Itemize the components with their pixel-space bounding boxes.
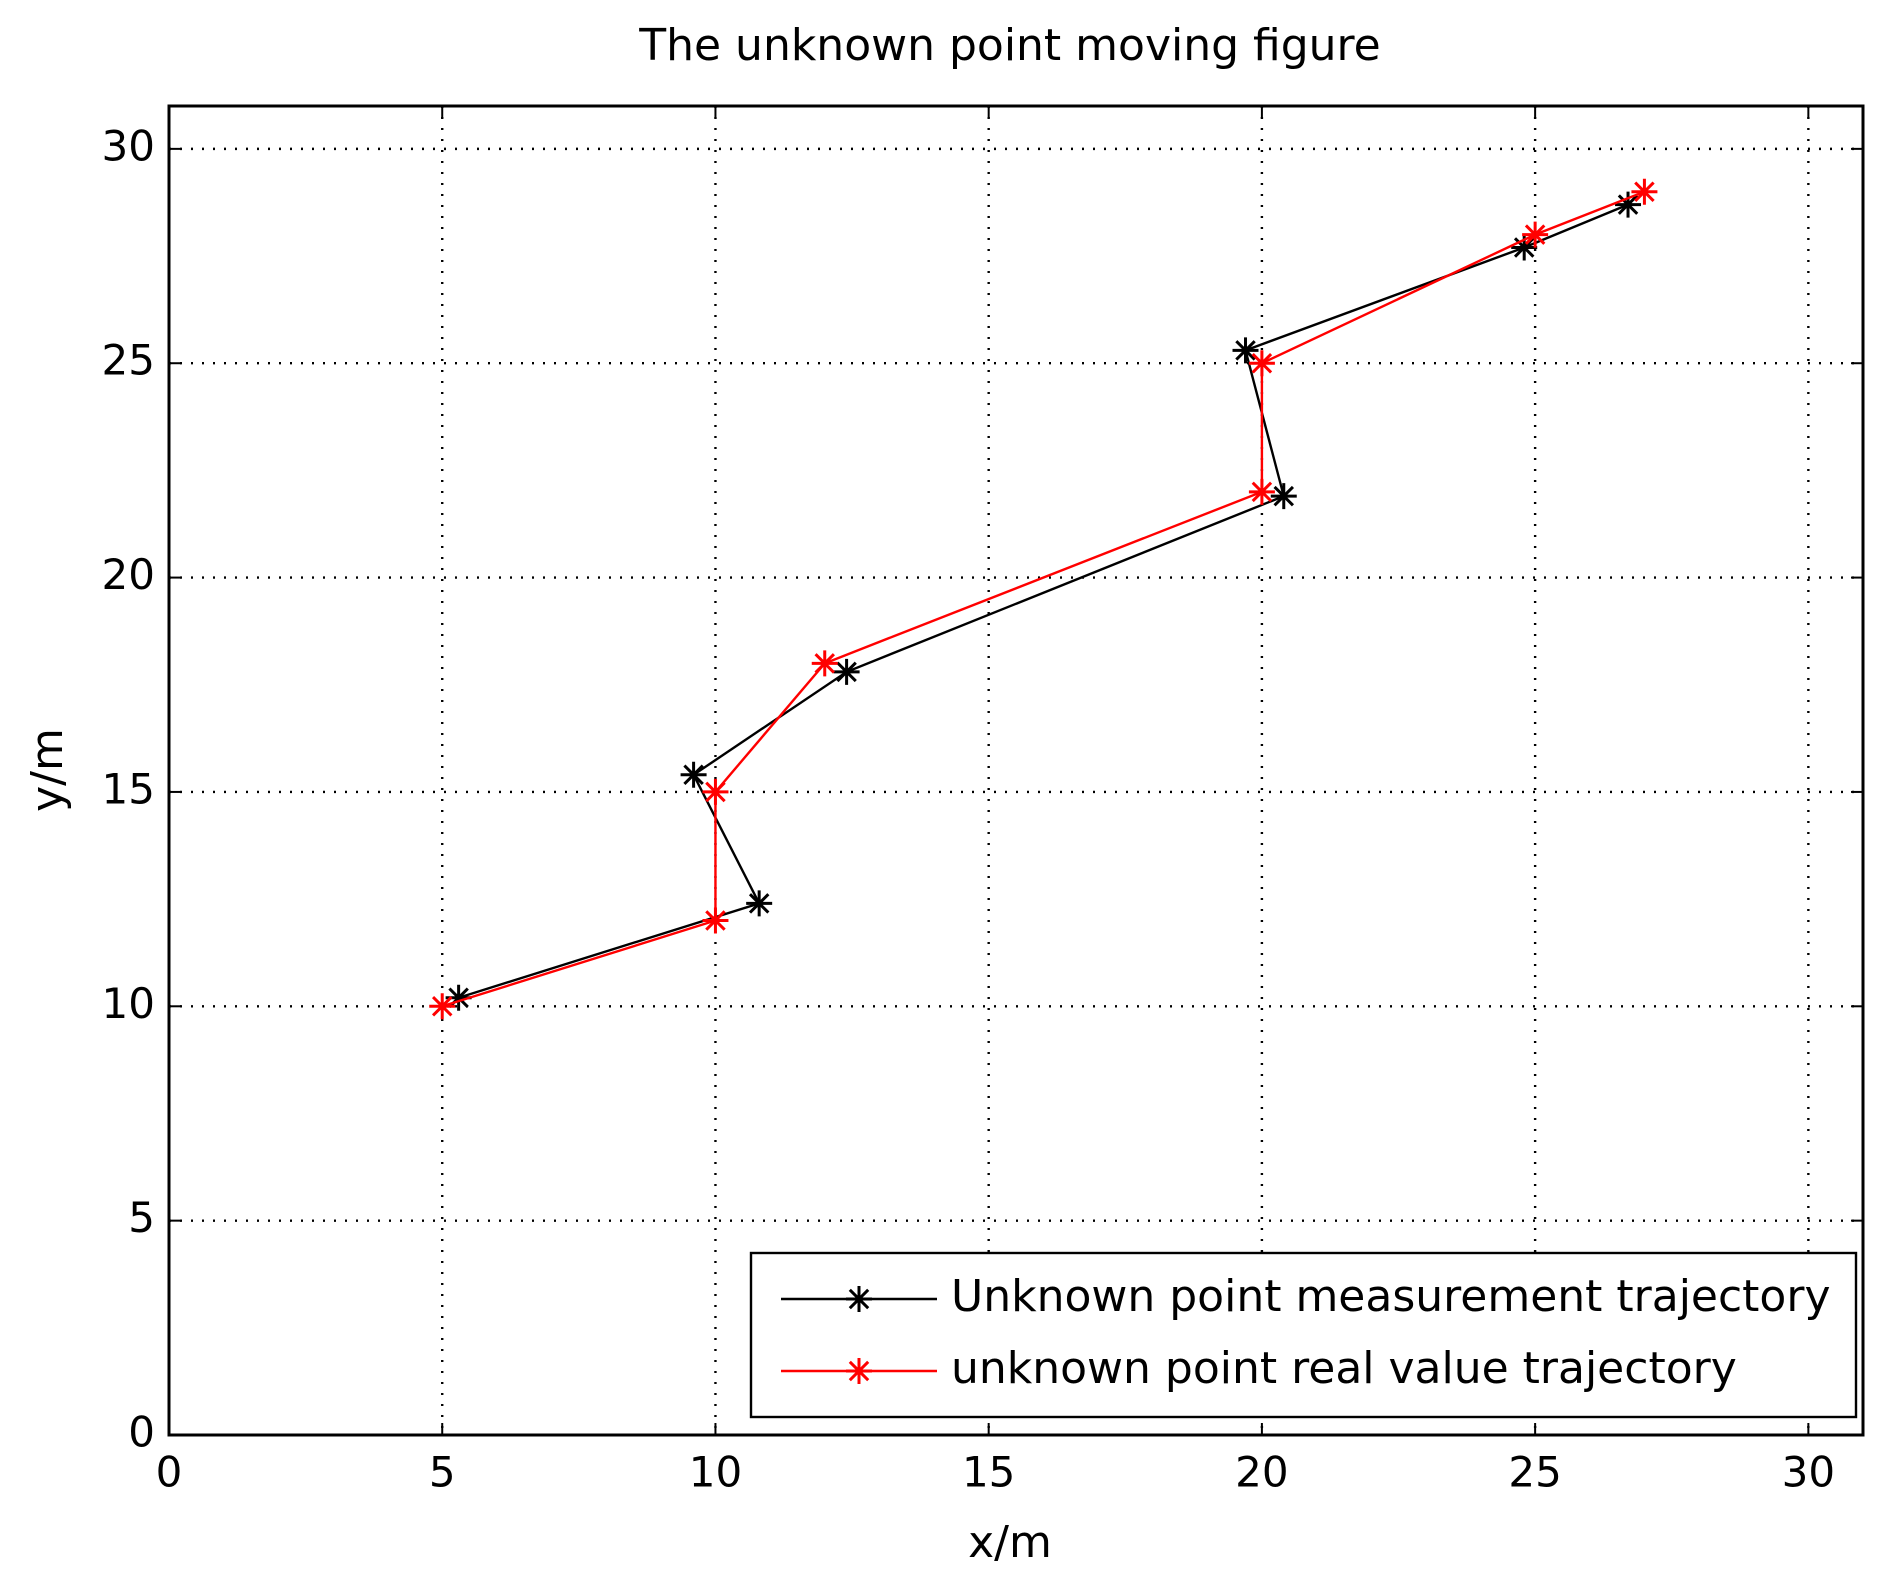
series-line [458,203,1629,999]
point-marker [811,650,838,677]
x-axis-label: x/m [968,1517,1052,1568]
point-marker [680,761,707,788]
plot-frame [167,104,1865,1437]
y-tick-label: 10 [102,979,155,1028]
legend-marker [846,1286,872,1312]
legend-label: Unknown point measurement trajectory [951,1271,1830,1322]
x-tick-label: 30 [1782,1448,1835,1497]
point-marker [702,778,729,805]
y-tick-label: 20 [102,550,155,599]
chart-title: The unknown point moving figure [638,20,1381,71]
x-tick-label: 15 [962,1448,1015,1497]
point-marker [833,658,860,685]
series-line [441,190,1645,1008]
point-marker [1631,178,1658,205]
point-marker [746,890,773,917]
x-tick-label: 20 [1235,1448,1288,1497]
x-tick-label: 0 [156,1448,183,1497]
legend-label: unknown point real value trajectory [951,1343,1737,1394]
point-marker [429,993,456,1020]
point-marker [445,984,472,1011]
point-marker [1248,478,1275,505]
point-marker [1522,221,1549,248]
point-marker [1232,337,1259,364]
point-marker [1615,191,1642,218]
point-marker [702,907,729,934]
x-tick-label: 25 [1508,1448,1561,1497]
y-tick-label: 15 [102,764,155,813]
point-marker [1270,483,1297,510]
y-tick-label: 5 [128,1193,155,1242]
y-axis-label: y/m [22,728,73,812]
x-tick-label: 10 [689,1448,742,1497]
x-tick-label: 5 [429,1448,456,1497]
point-marker [1511,234,1538,261]
point-marker [1248,350,1275,377]
y-tick-label: 0 [128,1408,155,1457]
legend-marker [846,1358,872,1384]
legend-box [749,1251,1858,1419]
y-tick-label: 30 [102,121,155,170]
y-tick-label: 25 [102,336,155,385]
